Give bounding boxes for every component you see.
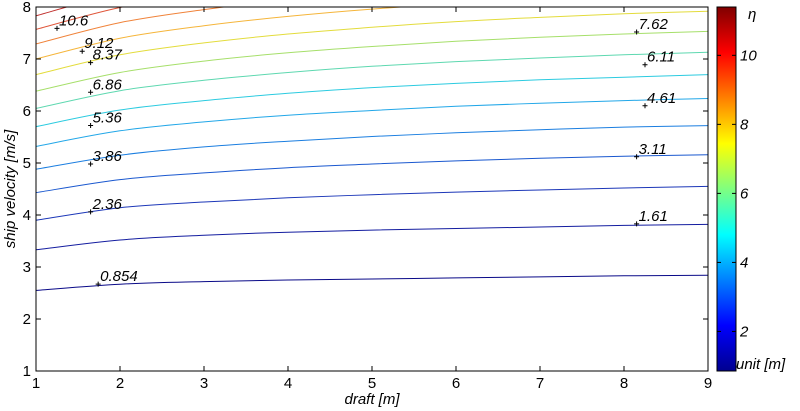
x-tick-label: 5 <box>368 375 376 392</box>
contour-line-4 <box>36 125 708 170</box>
colorbar: 2 4 6 8 10 η unit [m] <box>716 6 786 373</box>
contour-label: 1.61 <box>639 208 668 225</box>
contour-label-marker <box>642 62 648 68</box>
contour-label-marker <box>79 48 85 54</box>
contour-line-3 <box>36 154 708 194</box>
y-tick-label: 6 <box>23 103 31 120</box>
y-axis: 1 2 3 4 5 6 7 8 <box>23 0 708 380</box>
contour-label: 2.36 <box>92 196 123 213</box>
contour-label-marker <box>634 29 640 35</box>
x-axis: 1 2 3 4 5 6 7 8 9 <box>32 7 712 392</box>
colorbar-tick-label: 2 <box>739 323 749 340</box>
y-tick-label: 7 <box>23 51 31 68</box>
y-tick-label: 2 <box>23 311 31 328</box>
contour-line-7 <box>36 51 708 109</box>
colorbar-tick-label: 8 <box>740 116 749 133</box>
y-tick-label: 1 <box>23 363 31 380</box>
contour-label-marker <box>88 89 94 95</box>
contour-line-1 <box>36 223 708 251</box>
contour-line-5 <box>36 98 708 147</box>
contour-label-marker <box>88 209 94 215</box>
contour-label: 5.36 <box>93 110 123 127</box>
y-tick-label: 4 <box>23 207 31 224</box>
contour-line-0 <box>36 274 708 291</box>
colorbar-title: η <box>748 6 756 23</box>
contour-lines <box>36 0 708 291</box>
contour-label-marker <box>88 123 94 129</box>
colorbar-tick-label: 6 <box>740 185 749 202</box>
contour-label: 3.11 <box>639 141 667 158</box>
x-tick-label: 9 <box>704 375 712 392</box>
contour-label: 9.12 <box>84 35 114 52</box>
contour-label-marker <box>54 25 60 31</box>
y-tick-label: 5 <box>23 155 31 172</box>
contour-label-marker <box>634 154 640 160</box>
contour-label: 4.61 <box>647 90 676 107</box>
colorbar-tick-label: 4 <box>740 254 748 271</box>
contour-line-9 <box>36 10 708 76</box>
plot-area <box>36 7 708 371</box>
y-axis-title: ship velocity [m/s] <box>2 129 19 248</box>
contour-line-8 <box>36 30 708 92</box>
contour-label: 6.86 <box>93 76 123 93</box>
contour-label-marker <box>634 221 640 227</box>
x-tick-label: 7 <box>536 375 544 392</box>
contour-label-marker <box>95 281 101 287</box>
x-tick-label: 1 <box>32 375 40 392</box>
x-axis-title: draft [m] <box>344 391 400 408</box>
contour-label-marker <box>88 60 94 66</box>
contour-label: 10.6 <box>59 12 89 29</box>
x-tick-label: 3 <box>200 375 208 392</box>
x-tick-label: 2 <box>116 375 124 392</box>
contour-label-marker <box>88 161 94 167</box>
colorbar-gradient <box>716 6 737 372</box>
contour-label-marker <box>642 103 648 109</box>
contour-labels: 0.854 1.61 2.36 3.11 3.86 4.61 5.36 6.11 6.86 7.6… <box>54 12 676 287</box>
contour-label: 0.854 <box>100 268 138 285</box>
y-tick-label: 8 <box>23 0 31 16</box>
contour-label: 6.11 <box>647 49 675 66</box>
contour-label: 8.37 <box>93 47 123 64</box>
y-tick-label: 3 <box>23 259 31 276</box>
x-tick-label: 4 <box>284 375 292 392</box>
colorbar-tick-label: 10 <box>740 47 757 64</box>
contour-line-6 <box>36 74 708 128</box>
x-tick-label: 8 <box>620 375 628 392</box>
x-tick-label: 6 <box>452 375 460 392</box>
contour-label: 7.62 <box>639 16 669 33</box>
contour-label: 3.86 <box>93 148 123 165</box>
contour-line-14 <box>36 0 708 3</box>
colorbar-unit-label: unit [m] <box>736 356 786 373</box>
contour-line-2 <box>36 185 708 221</box>
colorbar-ticks: 2 4 6 8 10 <box>717 47 757 340</box>
contour-line-11 <box>36 7 229 45</box>
